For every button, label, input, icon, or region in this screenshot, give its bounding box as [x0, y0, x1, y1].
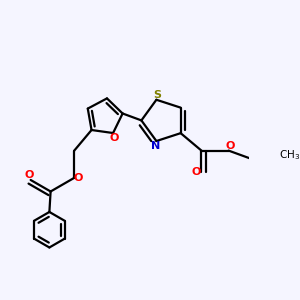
Text: O: O	[74, 173, 83, 183]
Text: O: O	[25, 170, 34, 180]
Text: N: N	[151, 142, 160, 152]
Text: O: O	[191, 167, 201, 177]
Text: O: O	[225, 141, 235, 151]
Text: S: S	[154, 90, 162, 100]
Text: CH$_3$: CH$_3$	[279, 148, 300, 162]
Text: O: O	[110, 134, 119, 143]
